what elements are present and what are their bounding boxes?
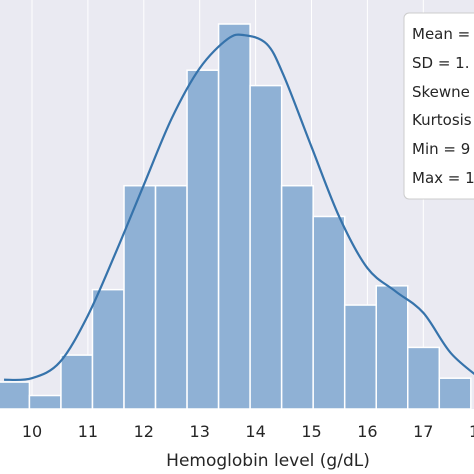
stat-mean: Mean = [412, 25, 470, 43]
histogram-bar-10 [280, 184, 314, 410]
histogram-bar-13 [375, 285, 409, 410]
x-tick-label-12: 12 [134, 422, 154, 441]
x-tick-label-18: 18 [469, 422, 474, 441]
histogram-bar-9 [249, 84, 283, 410]
histogram-bar-11 [312, 215, 346, 410]
histogram-bar-4 [91, 288, 125, 410]
histogram-bar-14 [407, 346, 441, 410]
kde-curve [3, 33, 474, 382]
histogram-bar-7 [186, 69, 220, 410]
histogram-bars [0, 23, 472, 410]
histogram-bar-6 [154, 184, 188, 410]
x-tick-label-10: 10 [22, 422, 42, 441]
stat-sd: SD = 1. [412, 54, 470, 72]
histogram-bar-12 [343, 304, 377, 410]
stat-skewness: Skewne [412, 83, 470, 101]
x-tick-label-17: 17 [413, 422, 433, 441]
stat-max: Max = 1 [412, 169, 474, 187]
histogram-bar-2 [28, 394, 62, 410]
histogram-bar-15 [438, 377, 472, 410]
x-axis-ticks: 10 11 12 13 14 15 16 17 18 [22, 422, 474, 441]
x-tick-label-14: 14 [245, 422, 265, 441]
histogram-bar-8 [217, 23, 251, 410]
x-tick-label-16: 16 [357, 422, 377, 441]
statistics-box: Mean = SD = 1. Skewne Kurtosis Min = 9 M… [403, 12, 474, 200]
stat-min: Min = 9 [412, 140, 470, 158]
x-axis-label: Hemoglobin level (g/dL) [166, 451, 370, 471]
x-tick-label-13: 13 [190, 422, 210, 441]
histogram-bar-1 [0, 381, 31, 410]
x-tick-label-15: 15 [301, 422, 321, 441]
x-tick-label-11: 11 [78, 422, 98, 441]
statistics-box-frame [403, 12, 474, 200]
stat-kurtosis: Kurtosis [412, 111, 472, 129]
histogram-bar-3 [60, 354, 94, 410]
